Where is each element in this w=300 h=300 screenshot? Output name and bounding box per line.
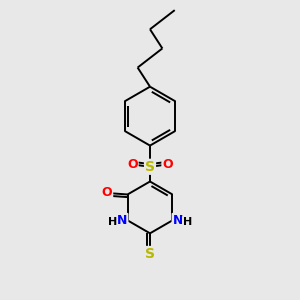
Text: O: O	[102, 187, 112, 200]
Text: N: N	[117, 214, 128, 227]
Text: H: H	[108, 217, 118, 227]
Text: N: N	[172, 214, 183, 227]
Text: H: H	[182, 217, 192, 227]
Text: O: O	[162, 158, 173, 171]
Text: S: S	[145, 160, 155, 174]
Text: O: O	[127, 158, 138, 171]
Text: S: S	[145, 247, 155, 261]
